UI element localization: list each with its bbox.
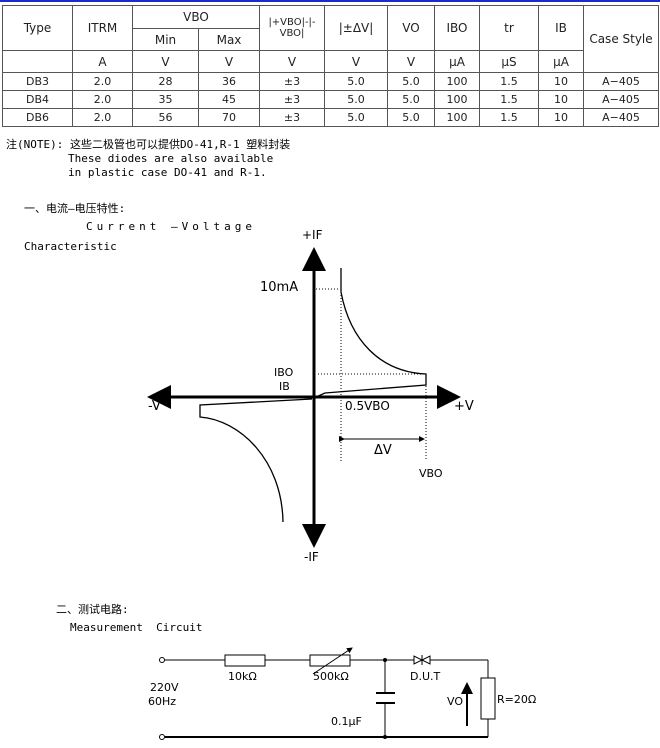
- table-cell: 36: [198, 72, 260, 91]
- resistor-500k: [309, 654, 351, 667]
- header-vbo-diff: |+VBO|-|-VBO|: [259, 5, 325, 51]
- iv-curve-negative: [199, 398, 313, 523]
- header-itrm: ITRM: [72, 5, 133, 51]
- table-cell: DB6: [2, 108, 73, 127]
- top-border: [0, 0, 660, 2]
- table-cell: A−405: [583, 90, 659, 109]
- section1-subtitle2: Characteristic: [24, 240, 117, 253]
- table-cell: 10: [538, 108, 584, 127]
- terminal-bottom: [159, 734, 165, 740]
- label-cap: 0.1μF: [331, 715, 362, 728]
- label-half-vbo: 0.5VBO: [345, 399, 390, 413]
- circuit: [159, 647, 496, 740]
- table-cell: 5.0: [324, 108, 388, 127]
- header-delta-v: |±ΔV|: [324, 5, 388, 51]
- label-freq: 60Hz: [148, 695, 177, 708]
- section2-subtitle: Measurement Circuit: [70, 621, 203, 634]
- note-line2: These diodes are also available: [68, 152, 274, 165]
- label-10ma: 10mA: [260, 280, 299, 295]
- resistor-20: [480, 677, 496, 720]
- table-cell: 100: [434, 108, 480, 127]
- section1-title: 一、电流—电压特性:: [24, 202, 126, 215]
- table-cell: ±3: [259, 108, 325, 127]
- label-minus-v: -V: [148, 399, 161, 414]
- header-tr: tr: [479, 5, 539, 51]
- iv-curve-positive: [315, 268, 427, 398]
- label-dut: D.U.T: [410, 670, 441, 683]
- label-source: 220V: [150, 681, 179, 694]
- table-cell: 70: [198, 108, 260, 127]
- note-line3: in plastic case DO-41 and R-1.: [68, 166, 267, 179]
- note-chinese: 注(NOTE): 这些二极管也可以提供DO-41,R-1 塑料封装: [6, 138, 291, 151]
- section2-title: 二、测试电路:: [56, 603, 129, 616]
- resistor-10k: [224, 654, 266, 667]
- header-min: Min: [132, 28, 199, 51]
- label-ib: IB: [279, 380, 290, 393]
- header-ibo: IBO: [434, 5, 480, 51]
- label-ibo: IBO: [274, 366, 294, 379]
- table-cell: 5.0: [324, 90, 388, 109]
- table-row: DB4 2.0 35 45 ±3 5.0 5.0 100 1.5 10 A−405: [2, 90, 659, 109]
- header-max: Max: [198, 28, 260, 51]
- header-vbo: VBO: [132, 5, 260, 29]
- terminal-top: [159, 657, 165, 663]
- table-cell: A−405: [583, 108, 659, 127]
- header-type: Type: [2, 5, 73, 51]
- header-case: Case Style: [583, 5, 659, 73]
- table-row: DB6 2.0 56 70 ±3 5.0 5.0 100 1.5 10 A−405: [2, 108, 659, 127]
- label-delta-v: ΔV: [374, 443, 392, 458]
- label-vo: VO: [447, 695, 463, 708]
- label-r2: 500kΩ: [313, 670, 349, 683]
- variable-arrow: [312, 647, 353, 675]
- label-vbo: VBO: [419, 467, 443, 480]
- label-minus-if: -IF: [304, 550, 319, 564]
- diac-symbol: [413, 655, 431, 665]
- units-row: A V V V V V μA μS μA: [2, 50, 659, 73]
- table-cell: A−405: [583, 72, 659, 91]
- label-r1: 10kΩ: [228, 670, 257, 683]
- label-plus-if: +IF: [302, 228, 323, 242]
- section1-subtitle: Current —Voltage: [86, 220, 256, 233]
- table-cell: DB4: [2, 90, 73, 109]
- label-r: R=20Ω: [497, 693, 537, 706]
- table-row: DB3 2.0 28 36 ±3 5.0 5.0 100 1.5 10 A−405: [2, 72, 659, 91]
- table-cell: DB3: [2, 72, 73, 91]
- label-plus-v: +V: [454, 399, 474, 414]
- table-cell: 2.0: [72, 108, 133, 127]
- spec-table: Type ITRM VBO |+VBO|-|-VBO| |±ΔV| VO IBO…: [2, 5, 659, 127]
